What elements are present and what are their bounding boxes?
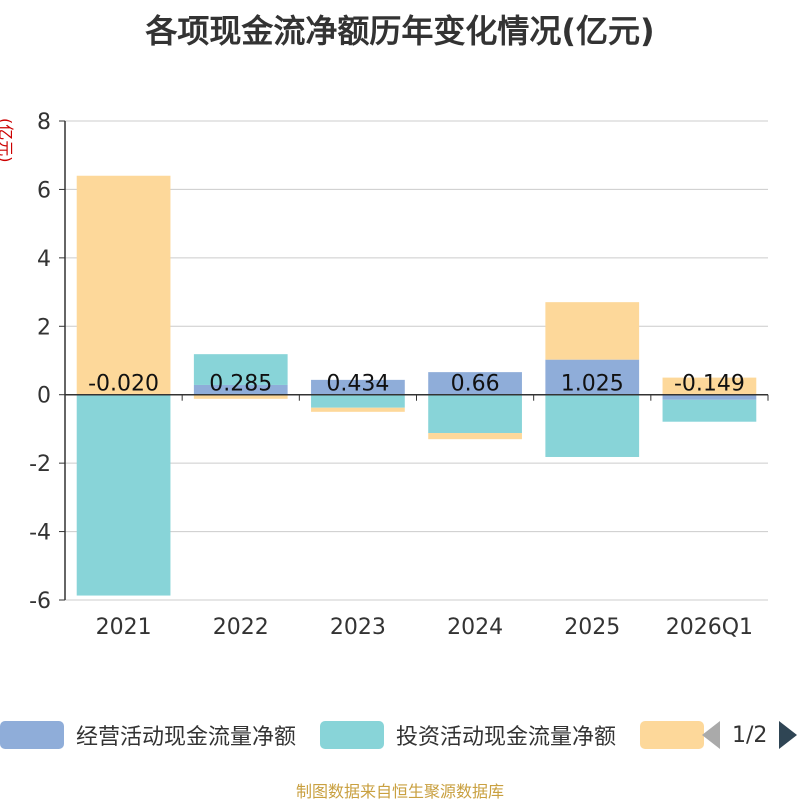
legend-page-indicator: 1/2: [732, 722, 768, 748]
bar-financing-2022: [193, 394, 288, 399]
x-tick-label: 2024: [447, 615, 503, 640]
y-tick-label: 4: [37, 247, 51, 272]
data-label-operating: 0.434: [326, 372, 389, 397]
legend-swatch-operating: [0, 721, 64, 749]
bar-investing-2026Q1: [662, 399, 757, 422]
bar-investing-2025: [545, 394, 640, 457]
bar-chart: (亿元) 8 6 4 2 0 -2 -4 -6 2021 2022 2023 2024 2025 2026…: [0, 110, 769, 640]
legend: 经营活动现金流量净额 投资活动现金流量净额 1/2: [0, 718, 800, 752]
data-label-operating: -0.149: [674, 372, 745, 397]
y-axis-label: (亿元): [0, 118, 15, 163]
bar-operating-2026Q1: [662, 394, 757, 400]
x-tick-label: 2025: [564, 615, 620, 640]
legend-swatch-financing: [640, 721, 704, 749]
data-source-note: 制图数据来自恒生聚源数据库: [295, 782, 504, 801]
y-tick-label: 8: [37, 110, 51, 135]
legend-pager: 1/2: [702, 718, 798, 752]
bar-investing-2021: [76, 395, 171, 596]
y-tick-label: -2: [29, 452, 51, 477]
x-tick-label: 2026Q1: [666, 615, 753, 640]
bar-financing-2024: [428, 433, 522, 440]
bar-financing-2023: [311, 407, 405, 412]
bar-operating-2024: [428, 372, 522, 395]
bar-investing-2022: [193, 354, 288, 385]
bar-financing-2021: [76, 175, 171, 395]
bar-investing-2023: [311, 394, 405, 408]
bar-financing-2026Q1: [662, 377, 757, 395]
bar-investing-2024: [428, 394, 522, 434]
y-tick-label: -4: [29, 521, 51, 546]
y-tick-label: 0: [37, 384, 51, 409]
chevron-left-icon[interactable]: [702, 721, 720, 749]
legend-swatch-investing: [320, 721, 384, 749]
chart-title: 各项现金流净额历年变化情况(亿元): [145, 12, 655, 50]
legend-label-investing: 投资活动现金流量净额: [396, 725, 617, 750]
bar-operating-2025: [545, 359, 640, 395]
y-tick-label: 6: [37, 178, 51, 203]
data-label-operating: -0.020: [88, 372, 159, 397]
data-label-operating: 1.025: [561, 372, 624, 397]
x-tick-label: 2021: [96, 615, 152, 640]
legend-item-operating[interactable]: 经营活动现金流量净额: [0, 718, 296, 752]
x-tick-label: 2023: [330, 615, 386, 640]
x-tick-label: 2022: [213, 615, 269, 640]
legend-label-operating: 经营活动现金流量净额: [76, 725, 297, 750]
bar-operating-2022: [193, 384, 288, 395]
data-label-operating: 0.66: [451, 372, 500, 397]
y-tick-label: 2: [37, 315, 51, 340]
chevron-right-icon[interactable]: [779, 721, 798, 749]
legend-item-financing[interactable]: [640, 718, 704, 752]
bar-operating-2023: [311, 379, 405, 395]
bar-financing-2025: [545, 302, 640, 360]
data-label-operating: 0.285: [209, 372, 272, 397]
legend-item-investing[interactable]: 投资活动现金流量净额: [320, 718, 616, 752]
y-tick-label: -6: [29, 589, 51, 614]
